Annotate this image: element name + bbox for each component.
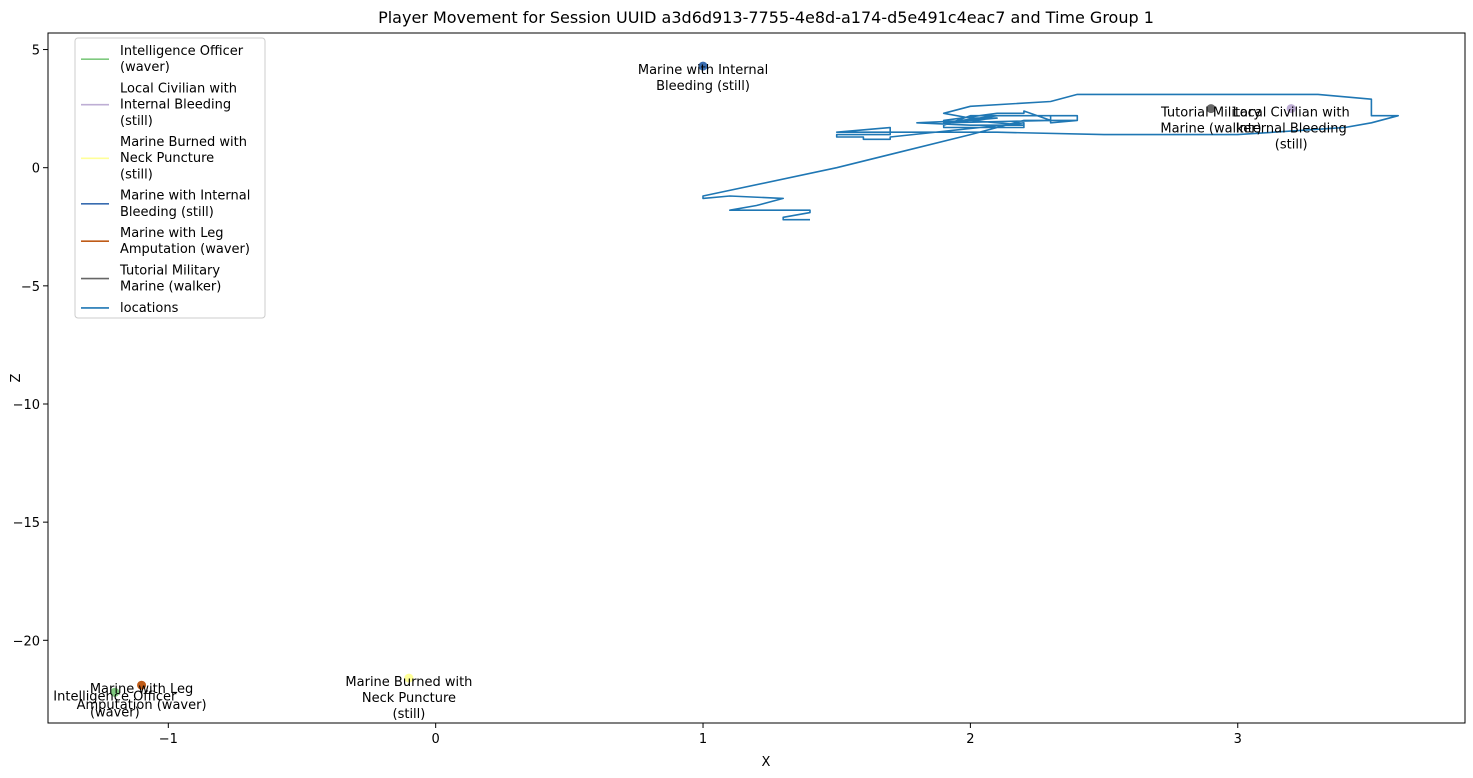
legend-entry-1: Intelligence Officer (waver) <box>120 44 244 75</box>
point-marker-6 <box>1206 104 1216 114</box>
y-tick-label: 5 <box>32 44 40 59</box>
x-tick-label: −1 <box>159 732 178 747</box>
x-tick-label: 1 <box>699 732 707 747</box>
point-marker-4 <box>698 61 708 71</box>
chart-title: Player Movement for Session UUID a3d6d91… <box>378 8 1154 27</box>
x-tick-label: 2 <box>966 732 974 747</box>
plot-border <box>47 32 1466 724</box>
legend: Intelligence Officer (waver) Local Civilia… <box>74 37 266 319</box>
series-line-locations <box>702 93 1399 221</box>
legend-box <box>74 37 266 319</box>
legend-entry-3: Marine Burned with Neck Puncture (still) <box>120 135 247 182</box>
point-annotation-1: Intelligence Officer (waver) <box>53 689 177 720</box>
point-annotation-6: Tutorial Military Marine (walker) <box>1160 106 1262 137</box>
y-tick-label: −20 <box>13 634 40 649</box>
point-marker-2 <box>1286 104 1296 114</box>
x-axis-label: X <box>762 755 771 770</box>
y-tick-label: 0 <box>32 162 40 177</box>
x-axis-ticks: −1 0 1 2 3 <box>159 723 1242 747</box>
y-tick-label: −5 <box>21 280 40 295</box>
legend-entry-7: locations <box>120 301 179 316</box>
y-tick-label: −10 <box>13 398 40 413</box>
y-tick-label: −15 <box>13 516 40 531</box>
x-tick-label: 0 <box>432 732 440 747</box>
point-marker-1 <box>110 687 120 697</box>
y-axis-ticks: 5 0 −5 −10 −15 −20 <box>13 44 48 649</box>
point-marker-3 <box>404 673 414 683</box>
point-annotation-2: Local Civilian with Internal Bleeding (sti… <box>1233 106 1350 153</box>
legend-entry-6: Tutorial Military Marine (walker) <box>119 263 221 294</box>
annotations-layer: Intelligence Officer (waver) Local Civilia… <box>53 63 1349 722</box>
point-annotation-5: Marine with Leg Amputation (waver) <box>77 682 207 713</box>
legend-entry-2: Local Civilian with Internal Bleeding (sti… <box>120 81 237 128</box>
y-axis-label: Z <box>9 373 24 382</box>
legend-entry-5: Marine with Leg Amputation (waver) <box>120 226 250 257</box>
legend-entry-4: Marine with Internal Bleeding (still) <box>120 189 250 220</box>
point-annotation-3: Marine Burned with Neck Puncture (still) <box>345 675 472 722</box>
point-marker-5 <box>137 680 147 690</box>
plot-area <box>48 33 1465 723</box>
point-annotation-4: Marine with Internal Bleeding (still) <box>638 63 768 94</box>
series-layer <box>702 93 1399 221</box>
x-tick-label: 3 <box>1234 732 1242 747</box>
points-layer <box>110 61 1296 697</box>
